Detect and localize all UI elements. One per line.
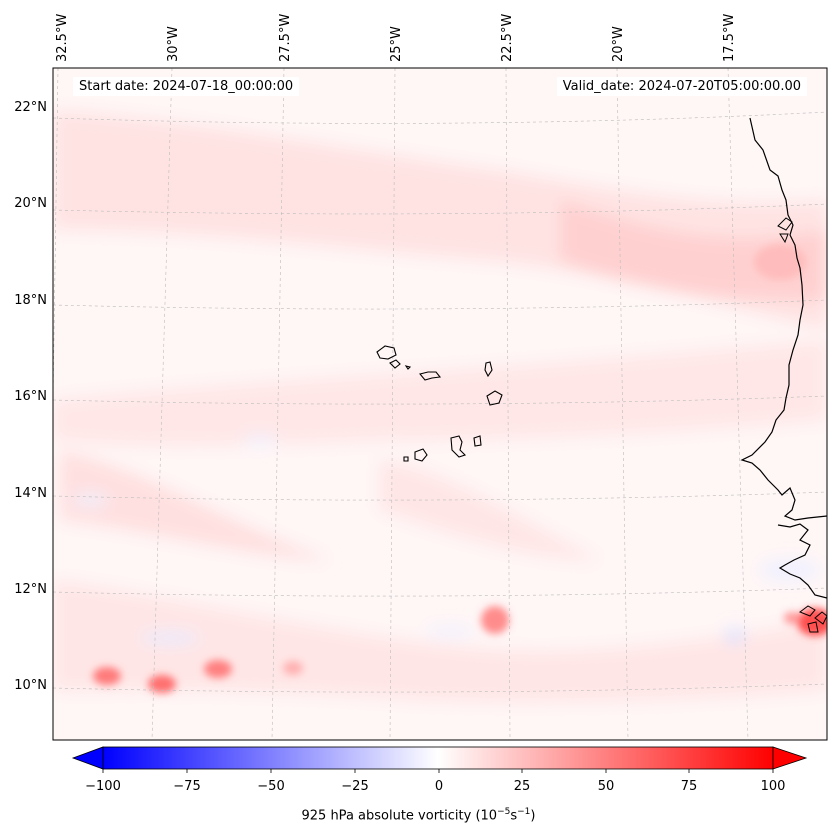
colorbar-title-exp2: −1 — [517, 807, 531, 817]
island-santa-luzia — [404, 365, 412, 370]
island-santo-antao — [376, 345, 397, 360]
island-brava — [403, 456, 409, 462]
longitude-labels: 32.5°W 30°W 27.5°W 25°W 22.5°W 20°W 17.5… — [55, 14, 737, 62]
colorbar-tick-label: 100 — [761, 779, 786, 794]
colorbar-extend-low — [71, 746, 104, 770]
island-sal — [484, 361, 493, 378]
vorticity-maxima — [93, 244, 827, 693]
island-santiago — [450, 435, 467, 458]
island-sao-vicente — [389, 359, 401, 369]
lon-label: 20°W — [611, 26, 626, 62]
cap-vert-peninsula — [777, 217, 793, 244]
lat-label: 18°N — [14, 293, 47, 308]
colorbar-title-suffix: ) — [530, 808, 536, 824]
colorbar-tick-label: 75 — [681, 779, 698, 794]
lon-label: 30°W — [166, 26, 181, 62]
lon-label: 32.5°W — [55, 14, 70, 62]
africa-coastline — [740, 117, 827, 521]
lat-label: 14°N — [14, 486, 47, 501]
lat-label: 12°N — [14, 582, 47, 597]
lat-label: 16°N — [14, 389, 47, 404]
colorbar-title-mid: s — [510, 808, 518, 824]
africa-coastline-south — [777, 523, 827, 599]
colorbar: −100 −75 −50 −25 0 25 50 75 100 — [71, 746, 808, 794]
map-gridlines — [53, 68, 827, 740]
island-fogo — [414, 448, 428, 462]
lon-label: 25°W — [389, 26, 404, 62]
colorbar-tick-label: −25 — [341, 779, 368, 794]
start-date-label: Start date: 2024-07-18_00:00:00 — [73, 77, 300, 96]
lon-label: 22.5°W — [500, 14, 515, 62]
valid-date-label: Valid_date: 2024-07-20T05:00:00.00 — [556, 77, 807, 96]
lat-label: 22°N — [14, 100, 47, 115]
colorbar-title: 925 hPa absolute vorticity (10−5s−1) — [0, 807, 837, 823]
island-boa-vista — [486, 390, 503, 406]
latitude-labels: 22°N 20°N 18°N 16°N 14°N 12°N 10°N — [14, 100, 47, 693]
lat-label: 10°N — [14, 678, 47, 693]
colorbar-tick-label: 0 — [435, 779, 443, 794]
bijagos-islands — [798, 605, 827, 633]
lon-label: 27.5°W — [278, 14, 293, 62]
colorbar-tick-label: −75 — [173, 779, 200, 794]
colorbar-title-prefix: 925 hPa absolute vorticity (10 — [301, 808, 498, 824]
map-frame — [52, 67, 828, 741]
vorticity-field-shading — [53, 110, 827, 702]
colorbar-title-exp1: −5 — [497, 807, 511, 817]
colorbar-ticks — [102, 769, 774, 773]
lat-label: 20°N — [14, 196, 47, 211]
colorbar-extend-high — [772, 746, 808, 770]
colorbar-tick-label: 25 — [514, 779, 531, 794]
cape-verde-islands — [376, 345, 503, 462]
colorbar-tick-label: −100 — [85, 779, 121, 794]
colorbar-tick-label: 50 — [598, 779, 615, 794]
map-panel — [53, 68, 827, 740]
colorbar-tick-label: −50 — [257, 779, 284, 794]
colorbar-body — [102, 746, 774, 770]
colorbar-tick-labels: −100 −75 −50 −25 0 25 50 75 100 — [85, 779, 785, 794]
island-sao-nicolau — [419, 371, 442, 381]
island-maio — [473, 435, 482, 447]
lon-label: 17.5°W — [722, 14, 737, 62]
